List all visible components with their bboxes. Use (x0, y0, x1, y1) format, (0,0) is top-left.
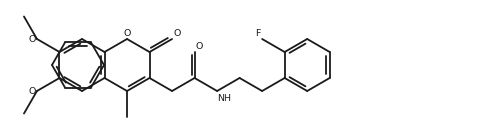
Text: NH: NH (217, 94, 232, 103)
Text: O: O (123, 28, 131, 38)
Text: O: O (173, 29, 180, 38)
Text: O: O (28, 34, 35, 43)
Text: O: O (196, 42, 203, 51)
Text: O: O (28, 86, 35, 95)
Text: F: F (255, 29, 261, 38)
